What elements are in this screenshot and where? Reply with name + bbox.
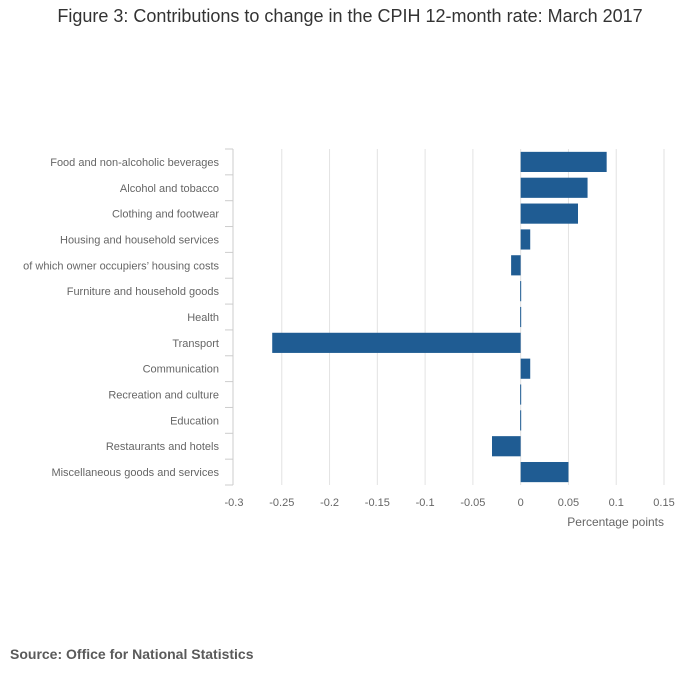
category-label: Furniture and household goods [67,286,220,298]
category-label: Communication [143,364,219,376]
x-tick-label: -0.2 [320,497,339,509]
bar [492,436,521,457]
category-label: Food and non-alcoholic beverages [50,157,219,169]
bar [511,255,521,276]
category-label: Housing and household services [60,234,219,246]
x-tick-label: -0.25 [269,497,294,509]
bar [520,410,522,431]
bar [520,306,522,328]
bar [520,177,588,198]
category-label: Recreation and culture [108,390,219,402]
bar [520,203,578,224]
chart-title: Figure 3: Contributions to change in the… [57,6,643,26]
category-label: Miscellaneous goods and services [51,467,219,479]
x-tick-label: -0.15 [365,497,390,509]
category-label: Alcohol and tobacco [120,183,219,195]
category-label: Health [187,312,219,324]
x-tick-label: 0.05 [558,497,579,509]
bar [520,384,522,405]
category-label: Restaurants and hotels [106,441,220,453]
category-label: of which owner occupiers’ housing costs [23,260,219,272]
category-label: Clothing and footwear [112,209,219,221]
bar [520,358,531,379]
x-tick-label: 0.1 [609,497,624,509]
gridlines [281,149,665,485]
bar [520,461,569,483]
category-axis [225,148,234,486]
bars [272,151,607,483]
bar [520,281,522,302]
x-tick-label: 0 [518,497,524,509]
category-labels: Food and non-alcoholic beverages Alcohol … [23,157,219,479]
category-label: Transport [172,338,219,350]
bar [520,229,531,250]
x-tick-label: -0.05 [460,497,485,509]
category-label: Education [170,415,219,427]
bar [272,332,521,353]
x-tick-label: -0.3 [225,497,244,509]
x-tick-label: -0.1 [416,497,435,509]
x-axis-title: Percentage points [567,515,664,529]
x-tick-label: 0.15 [653,497,674,509]
x-tick-labels: -0.3 -0.25 -0.2 -0.15 -0.1 -0.05 0 0.05 0.1 0.15 [225,497,675,509]
source-note: Source: Office for National Statistics [10,646,254,662]
bar [520,151,607,173]
